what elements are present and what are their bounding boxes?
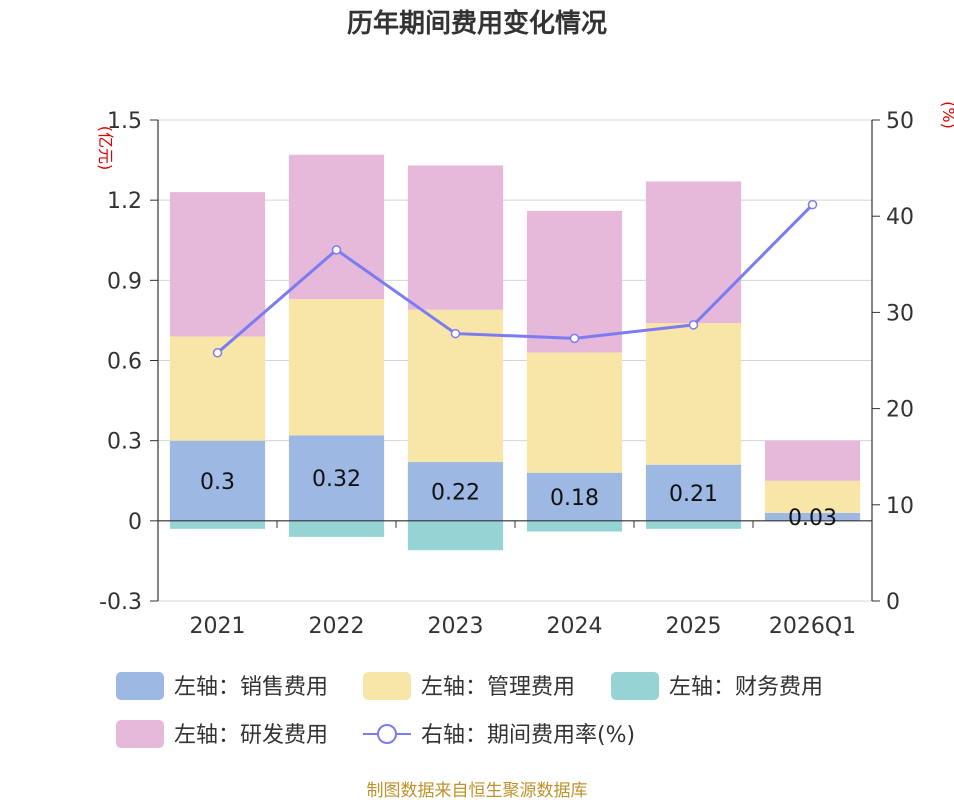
rate-polyline — [216, 203, 814, 354]
left-axis-unit: (亿元) — [96, 126, 115, 171]
x-tick-label: 2023 — [428, 614, 484, 639]
bar-segment — [288, 154, 385, 300]
grid-lines — [158, 119, 872, 602]
data-label: 0.18 — [550, 486, 599, 511]
legend-label: 左轴：财务费用 — [669, 675, 823, 700]
bar-segment — [288, 299, 385, 436]
right-tick-label: 40 — [886, 205, 914, 230]
bar-segment — [288, 520, 385, 537]
x-tick-label: 2022 — [309, 614, 365, 639]
right-tick-label: 10 — [886, 494, 914, 519]
bar-segment — [169, 192, 266, 337]
rate-point — [212, 348, 223, 358]
bar-segment — [645, 323, 742, 465]
legend-swatch — [611, 672, 659, 700]
bar-segment — [645, 464, 742, 521]
bar-segment — [645, 520, 742, 529]
rate-point — [331, 245, 342, 255]
bars — [169, 154, 861, 551]
bar-segment — [407, 462, 504, 521]
bar-segment — [169, 520, 266, 529]
data-label: 0.22 — [431, 480, 480, 505]
right-tick-label: 0 — [886, 590, 900, 615]
rate-point — [688, 320, 699, 330]
bar-segment — [764, 480, 861, 513]
right-tick-label: 50 — [886, 109, 914, 134]
data-label: 0.03 — [788, 506, 837, 531]
chart-title: 历年期间费用变化情况 — [347, 8, 607, 39]
bar-segment — [526, 472, 623, 521]
bar-segment — [169, 440, 266, 521]
left-tick-label: 0.9 — [107, 269, 142, 294]
rate-point — [569, 333, 580, 344]
rate-point — [807, 199, 818, 210]
x-tick-label: 2024 — [547, 614, 603, 639]
left-tick-label: -0.3 — [99, 590, 142, 615]
legend-label: 左轴：管理费用 — [421, 675, 575, 700]
left-tick-label: 0.6 — [107, 350, 142, 375]
legend-swatch — [116, 672, 164, 700]
right-axis-unit: (%) — [939, 101, 954, 129]
rate-point — [450, 328, 461, 339]
legend-label: 左轴：研发费用 — [174, 723, 328, 748]
legend-marker — [377, 724, 397, 744]
right-tick-label: 30 — [886, 301, 914, 326]
data-label: 0.3 — [200, 470, 235, 495]
legend-label: 左轴：销售费用 — [174, 675, 328, 700]
bar-segment — [764, 512, 861, 521]
legend-swatch — [363, 672, 411, 700]
right-tick-label: 20 — [886, 398, 914, 423]
legend-swatch — [116, 720, 164, 748]
bar-segment — [526, 210, 623, 353]
bar-segment — [407, 520, 504, 551]
legend-label: 右轴：期间费用率(%) — [421, 723, 635, 748]
source-text: 制图数据来自恒生聚源数据库 — [367, 781, 588, 800]
bar-segment — [764, 440, 861, 481]
x-tick-label: 2025 — [666, 614, 722, 639]
data-label: 0.32 — [312, 467, 361, 492]
left-tick-label: 0 — [128, 510, 142, 535]
left-tick-label: 1.2 — [107, 189, 142, 214]
bar-segment — [407, 165, 504, 310]
x-tick-label: 2021 — [190, 614, 246, 639]
bar-segment — [526, 352, 623, 473]
bar-segment — [526, 520, 623, 532]
x-tick-label: 2026Q1 — [769, 614, 856, 639]
left-tick-label: 0.3 — [107, 430, 142, 455]
rate-line — [212, 199, 818, 358]
data-label: 0.21 — [669, 482, 718, 507]
data-labels: 0.3 0.32 0.22 0.18 0.21 0.03 — [200, 467, 837, 531]
left-tick-label: 1.5 — [107, 109, 142, 134]
bar-segment — [645, 181, 742, 324]
bar-segment — [288, 435, 385, 521]
axes: -0.3 0 0.3 0.6 0.9 1.2 1.5 0 10 20 30 40 50 2021 2022 2… — [99, 109, 914, 639]
